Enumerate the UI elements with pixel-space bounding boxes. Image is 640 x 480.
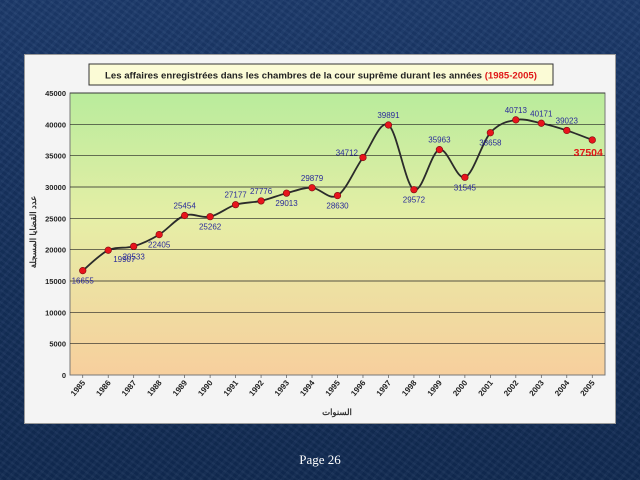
x-tick-label: 1997 [375, 378, 394, 398]
data-label: 29572 [403, 196, 426, 205]
y-axis-tick-labels: 0 5000 10000 15000 20000 25000 30000 35000 40000… [45, 89, 66, 380]
x-axis-label: السنوات [322, 407, 352, 418]
x-tick-label: 1999 [426, 378, 445, 398]
chart-title-main: Les affaires enregistrées dans les chamb… [105, 71, 482, 82]
y-tick-label: 5000 [49, 340, 66, 349]
data-label: 39891 [377, 111, 400, 120]
y-tick-label: 10000 [45, 308, 66, 317]
data-point [537, 119, 545, 127]
x-tick-label: 1987 [120, 378, 139, 398]
y-axis-label: عدد القضايا المسجلة [28, 196, 38, 269]
data-point [130, 242, 138, 250]
x-tick-label: 2005 [578, 378, 597, 398]
data-point [104, 246, 112, 254]
data-point [282, 189, 291, 197]
data-point [486, 129, 494, 137]
plot-area [69, 92, 606, 376]
data-label: 40171 [530, 109, 553, 118]
data-label: 39023 [556, 116, 579, 125]
data-label: 37504 [574, 147, 603, 159]
x-tick-label: 2001 [477, 378, 496, 398]
chart-title-years: (1985-2005) [485, 71, 537, 82]
data-label: 27177 [224, 191, 247, 200]
y-tick-label: 40000 [45, 120, 66, 129]
x-tick-label: 1995 [324, 378, 343, 398]
x-tick-label: 1998 [400, 378, 419, 398]
data-label: 38658 [479, 139, 502, 148]
data-label: 34712 [336, 148, 359, 157]
y-tick-label: 0 [62, 371, 66, 380]
data-label: 25262 [199, 223, 222, 232]
y-tick-label: 30000 [45, 183, 66, 192]
data-point [79, 267, 87, 275]
y-tick-label: 35000 [45, 152, 66, 161]
chart-frame: 0 5000 10000 15000 20000 25000 30000 35000 40000… [24, 54, 616, 424]
y-tick-label: 45000 [45, 89, 66, 98]
x-tick-label: 1994 [298, 378, 317, 398]
data-point [206, 213, 214, 221]
data-label: 19907 [113, 255, 136, 264]
data-point [588, 136, 596, 144]
data-label: 35963 [428, 136, 451, 145]
chart-title-box [88, 63, 554, 86]
y-tick-label: 20000 [45, 246, 66, 255]
x-tick-label: 2000 [451, 378, 470, 398]
page-number: Page 26 [299, 452, 341, 467]
x-tick-label: 1991 [222, 378, 241, 398]
data-label: 16655 [72, 277, 95, 286]
data-label: 29879 [301, 174, 324, 183]
chart-title: Les affaires enregistrées dans les chamb… [105, 71, 537, 82]
x-tick-label: 1996 [349, 378, 368, 398]
data-markers [79, 116, 596, 275]
grid-lines [70, 92, 605, 345]
data-label: 20533 [123, 252, 146, 261]
data-point [333, 191, 342, 200]
x-tick-label: 2004 [553, 378, 572, 398]
data-point [512, 116, 520, 124]
y-tick-label: 15000 [45, 277, 66, 286]
data-point [435, 146, 444, 154]
data-point [308, 184, 316, 192]
data-point [181, 211, 189, 220]
data-label: 27776 [250, 187, 273, 196]
x-tick-label: 2003 [528, 378, 547, 398]
data-point [231, 201, 240, 209]
data-point [563, 126, 571, 135]
data-point [410, 186, 418, 194]
data-label: 29013 [275, 199, 298, 208]
x-tick-label: 1985 [69, 378, 88, 398]
x-tick-label: 1992 [247, 378, 266, 398]
x-tick-label: 1989 [171, 378, 190, 398]
data-point [257, 197, 265, 205]
data-label: 31545 [454, 183, 477, 192]
x-axis-tick-labels: 1985 1986 1987 1988 1989 1990 1991 1992 1993 1994… [69, 375, 597, 398]
x-tick-label: 1988 [145, 378, 164, 398]
data-label: 22405 [148, 241, 171, 250]
data-point [461, 173, 469, 181]
data-point [384, 121, 393, 129]
y-tick-label: 25000 [45, 214, 66, 223]
data-label: 28630 [326, 202, 349, 211]
line-chart: 0 5000 10000 15000 20000 25000 30000 35000 40000… [28, 63, 606, 418]
data-label: 40713 [505, 106, 528, 115]
data-point [359, 153, 367, 162]
x-tick-label: 2002 [502, 378, 521, 398]
x-tick-label: 1993 [273, 378, 292, 398]
x-tick-label: 1990 [196, 378, 215, 398]
data-point [155, 230, 163, 239]
x-tick-label: 1986 [94, 378, 113, 398]
data-label: 25454 [174, 201, 197, 210]
